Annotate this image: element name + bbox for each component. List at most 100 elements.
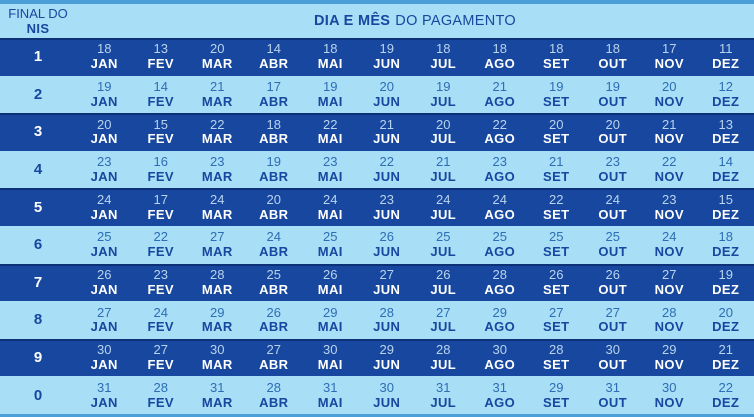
payment-day: 22 — [379, 154, 394, 170]
table-body: 1 18 JAN 13 FEV 20 MAR 14 ABR 18 MAI 19 JUN 18 JUL 18 AG… — [0, 38, 754, 414]
payment-month: SET — [543, 93, 570, 109]
payment-cell: 18 SET — [528, 41, 585, 72]
payment-cell: 29 MAR — [189, 305, 246, 336]
payment-cell: 19 JUL — [415, 79, 472, 110]
payment-day: 29 — [210, 304, 225, 320]
payment-month: DEZ — [712, 93, 740, 109]
payment-month: MAI — [317, 319, 343, 335]
payment-day: 30 — [492, 342, 507, 358]
payment-month: JAN — [90, 319, 118, 335]
payment-month: JUL — [430, 357, 457, 373]
payment-cell: 27 JUL — [415, 305, 472, 336]
payment-month: MAI — [317, 56, 343, 72]
nis-digit: 1 — [33, 48, 43, 66]
payment-month: AGO — [484, 319, 516, 335]
payment-cell: 26 SET — [528, 267, 585, 298]
payment-month: JUN — [373, 319, 401, 335]
payment-day: 31 — [97, 379, 112, 395]
payment-month: FEV — [147, 206, 174, 222]
payment-day: 27 — [605, 304, 620, 320]
payment-month: FEV — [147, 93, 174, 109]
payment-month: DEZ — [712, 319, 740, 335]
payment-month: DEZ — [712, 131, 740, 147]
payment-day: 29 — [323, 304, 338, 320]
table-title-bold: DIA E MÊS — [314, 13, 391, 29]
payment-day: 26 — [97, 266, 112, 282]
payment-day: 19 — [379, 41, 394, 57]
payment-month: ABR — [259, 357, 289, 373]
payment-month: FEV — [147, 319, 174, 335]
payment-month: FEV — [147, 357, 174, 373]
payment-day: 28 — [266, 379, 281, 395]
payment-day: 21 — [436, 154, 451, 170]
payment-month: JUN — [373, 281, 401, 297]
payment-cell: 24 MAR — [189, 192, 246, 223]
payment-cell: 28 NOV — [641, 305, 698, 336]
payment-month: JUN — [373, 206, 401, 222]
payment-day: 22 — [549, 191, 564, 207]
payment-month: JAN — [90, 206, 118, 222]
payment-month: OUT — [598, 244, 628, 260]
payment-day: 31 — [605, 379, 620, 395]
payment-day: 23 — [97, 154, 112, 170]
table-header: FINAL DO NIS DIA E MÊS DO PAGAMENTO — [0, 4, 754, 38]
payment-day: 27 — [153, 342, 168, 358]
payment-cell: 20 ABR — [246, 192, 303, 223]
nis-row-7: 7 26 JAN 23 FEV 28 MAR 25 ABR 26 MAI 27 JUN 26 JUL 28 AG… — [0, 263, 754, 302]
payment-cell: 25 SET — [528, 229, 585, 260]
nis-digit: 3 — [33, 123, 43, 141]
payment-cell: 18 JUL — [415, 41, 472, 72]
payment-month: NOV — [654, 206, 684, 222]
payment-day: 28 — [153, 379, 168, 395]
top-border-strip — [0, 0, 754, 4]
payment-cell: 14 DEZ — [698, 154, 754, 185]
payment-day: 28 — [492, 266, 507, 282]
payment-month: DEZ — [712, 281, 740, 297]
payment-month: JAN — [90, 56, 118, 72]
payment-day: 20 — [549, 116, 564, 132]
payment-cell: 29 MAI — [302, 305, 359, 336]
payment-month: JUN — [373, 93, 401, 109]
payment-month: OUT — [598, 93, 628, 109]
payment-cell: 24 NOV — [641, 229, 698, 260]
payment-day: 20 — [210, 41, 225, 57]
payment-month: MAR — [201, 394, 233, 410]
payment-month: JUL — [430, 169, 457, 185]
payment-day: 26 — [379, 229, 394, 245]
payment-day: 20 — [97, 116, 112, 132]
payment-day: 21 — [718, 342, 733, 358]
nis-digit: 5 — [33, 198, 43, 216]
payment-cell: 18 JAN — [76, 41, 133, 72]
payment-cell: 30 MAI — [302, 342, 359, 373]
payment-cell: 31 OUT — [585, 380, 642, 411]
payment-month: ABR — [259, 93, 289, 109]
payment-cell: 26 OUT — [585, 267, 642, 298]
payment-day: 24 — [210, 191, 225, 207]
payment-month: ABR — [259, 319, 289, 335]
payment-cell: 28 ABR — [246, 380, 303, 411]
payment-day: 24 — [266, 229, 281, 245]
payment-day: 17 — [662, 41, 677, 57]
nis-header-line2: NIS — [26, 20, 50, 36]
payment-cell: 18 ABR — [246, 117, 303, 148]
nis-header-line1: FINAL DO — [8, 5, 68, 21]
payment-month: FEV — [147, 394, 174, 410]
payment-cell: 20 OUT — [585, 117, 642, 148]
payment-month: MAI — [317, 131, 343, 147]
payment-day: 25 — [323, 229, 338, 245]
payment-cell: 17 NOV — [641, 41, 698, 72]
payment-month: DEZ — [712, 244, 740, 260]
payment-day: 19 — [97, 78, 112, 94]
payment-cell: 21 JUL — [415, 154, 472, 185]
payment-month: SET — [543, 319, 570, 335]
payment-day: 18 — [323, 41, 338, 57]
payment-day: 23 — [210, 154, 225, 170]
payment-cell: 31 MAI — [302, 380, 359, 411]
payment-month: MAR — [201, 319, 233, 335]
payment-cell: 27 JAN — [76, 305, 133, 336]
payment-cell: 13 DEZ — [698, 117, 754, 148]
payment-cell: 27 FEV — [133, 342, 190, 373]
payment-cell: 28 AGO — [472, 267, 529, 298]
payment-month: JUN — [373, 131, 401, 147]
